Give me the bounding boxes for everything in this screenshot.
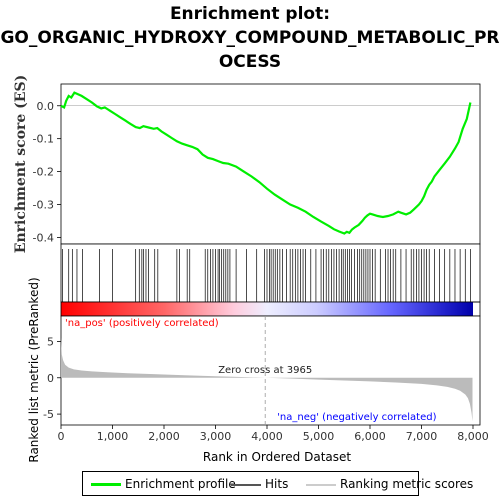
es-ytick-label: -0.3 xyxy=(33,199,54,212)
rank-xtick-label: 8,000 xyxy=(457,430,489,443)
rank-xtick-label: 0 xyxy=(58,430,65,443)
legend-swatch-hits xyxy=(231,484,261,486)
es-axis: 0.0 -0.1 -0.2 -0.3 -0.4 xyxy=(33,100,61,245)
rank-xtick-label: 4,000 xyxy=(251,430,283,443)
rank-ytick-label: 0 xyxy=(47,372,54,385)
rank-xtick-label: 5,000 xyxy=(303,430,335,443)
legend-swatch-enrichment xyxy=(91,483,121,486)
legend-swatch-ranking xyxy=(306,484,336,486)
legend-label-enrichment: Enrichment profile xyxy=(125,477,236,491)
rank-xtick-label: 1,000 xyxy=(97,430,129,443)
ranking-y-axis: 5 0 -5 xyxy=(43,335,61,421)
es-ylabel: Enrichment score (ES) xyxy=(13,75,29,253)
neg-label: 'na_neg' (negatively correlated) xyxy=(277,412,436,423)
legend-item-enrichment: Enrichment profile xyxy=(91,477,236,491)
es-ytick-label: -0.2 xyxy=(33,166,54,179)
legend-item-hits: Hits xyxy=(231,477,288,491)
es-ytick-label: 0.0 xyxy=(37,100,55,113)
rank-xtick-label: 2,000 xyxy=(148,430,180,443)
hits-panel-frame xyxy=(61,244,480,302)
legend-item-ranking: Ranking metric scores xyxy=(306,477,473,491)
zero-cross-label: Zero cross at 3965 xyxy=(218,365,312,376)
rank-xtick-label: 3,000 xyxy=(200,430,232,443)
legend-label-hits: Hits xyxy=(265,477,288,491)
pos-label: 'na_pos' (positively correlated) xyxy=(65,318,219,329)
legend: Enrichment profile Hits Ranking metric s… xyxy=(82,471,419,496)
ranking-x-axis: 0 1,000 2,000 3,000 4,000 5,000 6,000 7,000 8,00… xyxy=(58,425,489,443)
es-ytick-label: -0.4 xyxy=(33,231,54,244)
legend-label-ranking: Ranking metric scores xyxy=(340,477,473,491)
rank-xtick-label: 6,000 xyxy=(354,430,386,443)
rank-ytick-label: 5 xyxy=(47,335,54,348)
ranking-xlabel: Rank in Ordered Dataset xyxy=(203,450,351,464)
rank-xtick-label: 7,000 xyxy=(406,430,438,443)
ranking-ylabel: Ranked list metric (PreRanked) xyxy=(27,277,41,462)
es-ytick-label: -0.1 xyxy=(33,133,54,146)
es-panel-frame xyxy=(61,84,480,244)
rank-color-bar xyxy=(61,302,473,316)
rank-ytick-label: -5 xyxy=(43,408,54,421)
